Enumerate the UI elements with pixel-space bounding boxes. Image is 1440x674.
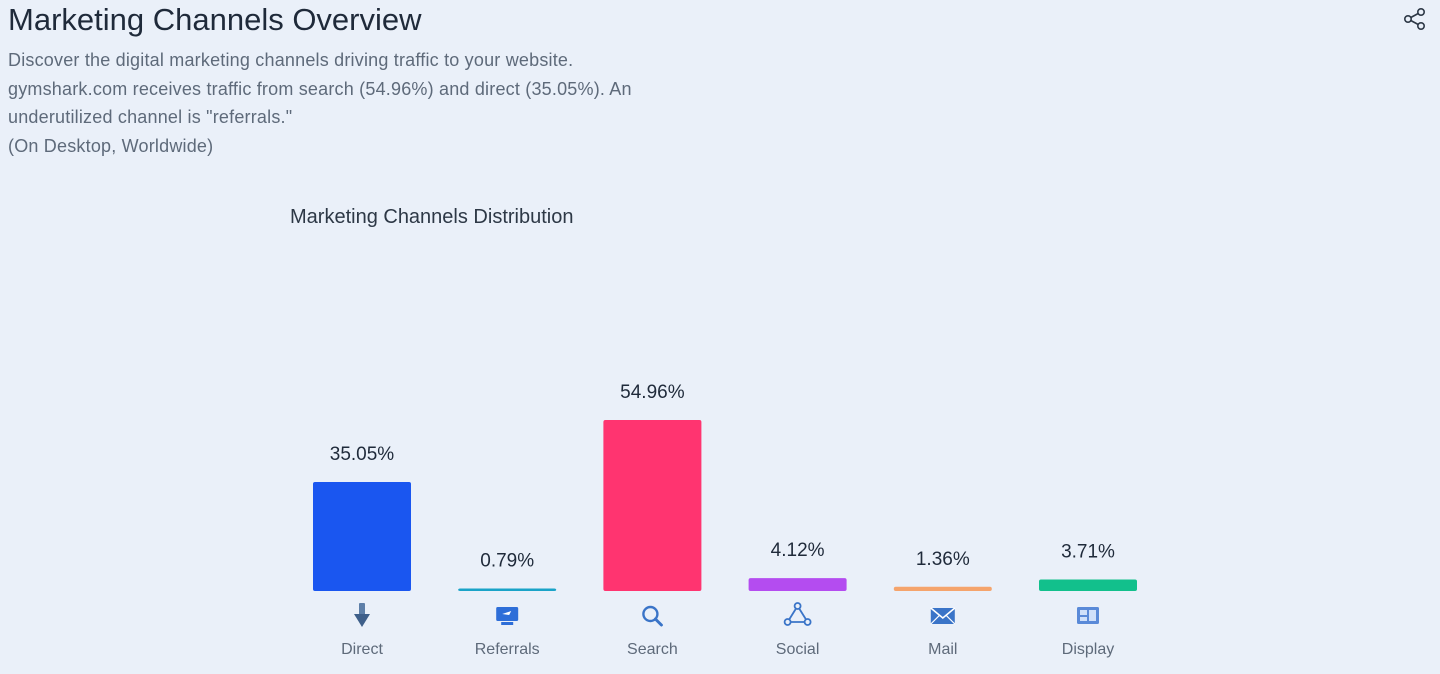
data-label-search: 54.96% — [620, 382, 685, 403]
category-label-social: Social — [776, 641, 820, 658]
bar-direct[interactable] — [313, 481, 411, 591]
description: Discover the digital marketing channels … — [8, 46, 728, 160]
bar-social[interactable] — [748, 578, 847, 591]
search-icon — [642, 605, 663, 627]
bar-search[interactable] — [603, 420, 702, 591]
data-label-social: 4.12% — [771, 540, 825, 561]
bar-mail[interactable] — [893, 586, 992, 591]
display-icon — [1077, 607, 1099, 624]
description-line: (On Desktop, Worldwide) — [8, 135, 214, 156]
category-label-mail: Mail — [928, 641, 957, 658]
description-line: gymshark.com receives traffic from searc… — [8, 78, 632, 99]
category-label-direct: Direct — [341, 641, 383, 658]
arrow-down-icon — [354, 603, 370, 627]
description-line: Discover the digital marketing channels … — [8, 50, 574, 70]
mail-icon — [930, 607, 956, 625]
share-icon[interactable] — [1402, 6, 1428, 32]
category-label-display: Display — [1062, 641, 1114, 658]
data-label-direct: 35.05% — [330, 444, 395, 465]
data-label-referrals: 0.79% — [480, 551, 534, 572]
category-label-search: Search — [627, 641, 678, 658]
page-title: Marketing Channels Overview — [8, 2, 422, 37]
bar-referrals[interactable] — [458, 588, 557, 592]
category-label-referrals: Referrals — [475, 641, 540, 658]
monitor-icon — [496, 607, 519, 625]
data-label-display: 3.71% — [1061, 541, 1115, 562]
chart-title: Marketing Channels Distribution — [290, 206, 574, 228]
social-icon — [783, 602, 812, 626]
data-label-mail: 1.36% — [916, 549, 970, 570]
description-line: underutilized channel is "referrals." — [8, 107, 293, 127]
bar-display[interactable] — [1039, 579, 1137, 591]
